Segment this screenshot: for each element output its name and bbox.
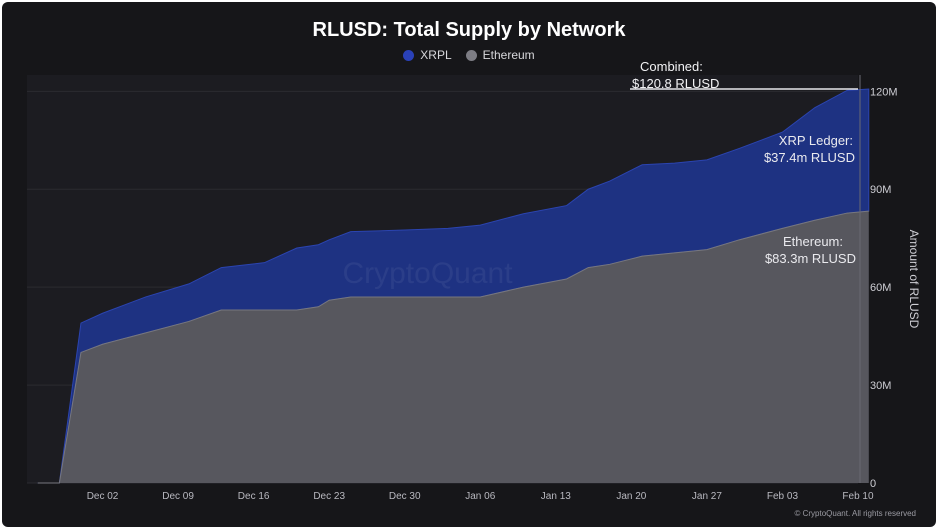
annotation-xrp-label: XRP Ledger: <box>779 133 853 148</box>
y-tick-label-1: 30M <box>870 380 891 392</box>
x-tick-label-1: Dec 09 <box>162 491 194 502</box>
y-tick-label-3: 90M <box>870 184 891 196</box>
x-tick-label-2: Dec 16 <box>238 491 270 502</box>
copyright-footer: © CryptoQuant. All rights reserved <box>794 509 917 518</box>
x-tick-label-6: Jan 13 <box>541 491 571 502</box>
annotation-xrp-value: $37.4m RLUSD <box>764 150 855 165</box>
legend-item-xrpl[interactable]: XRPL <box>403 48 452 62</box>
legend-item-ethereum[interactable]: Ethereum <box>465 48 535 62</box>
x-tick-label-4: Dec 30 <box>389 491 421 502</box>
annotation-eth-value: $83.3m RLUSD <box>765 251 856 266</box>
x-tick-label-9: Feb 03 <box>767 491 799 502</box>
annotation-combined-value: $120.8 RLUSD <box>632 76 719 91</box>
y-tick-label-0: 0 <box>870 478 876 490</box>
x-tick-label-3: Dec 23 <box>313 491 345 502</box>
x-tick-label-8: Jan 27 <box>692 491 722 502</box>
line-series-ethereum <box>37 210 869 484</box>
x-tick-label-7: Jan 20 <box>616 491 646 502</box>
annotation-eth-label: Ethereum: <box>783 234 843 249</box>
legend-swatch-xrpl <box>403 49 415 61</box>
chart-title: RLUSD: Total Supply by Network <box>312 19 626 41</box>
legend-label-xrpl: XRPL <box>420 48 452 62</box>
y-axis-label: Amount of RLUSD <box>907 230 921 329</box>
x-tick-label-10: Feb 10 <box>842 491 874 502</box>
legend-label-ethereum: Ethereum <box>482 48 535 62</box>
x-tick-label-5: Jan 06 <box>465 491 495 502</box>
chart-legend: XRPL Ethereum <box>2 48 936 62</box>
y-tick-label-2: 60M <box>870 282 891 294</box>
y-tick-label-4: 120M <box>870 86 898 98</box>
x-tick-label-0: Dec 02 <box>87 491 119 502</box>
watermark: CryptoQuant <box>342 257 513 290</box>
area-series-ethereum <box>37 211 869 483</box>
legend-swatch-ethereum <box>465 49 477 61</box>
annotation-combined-label: Combined: <box>640 59 703 74</box>
